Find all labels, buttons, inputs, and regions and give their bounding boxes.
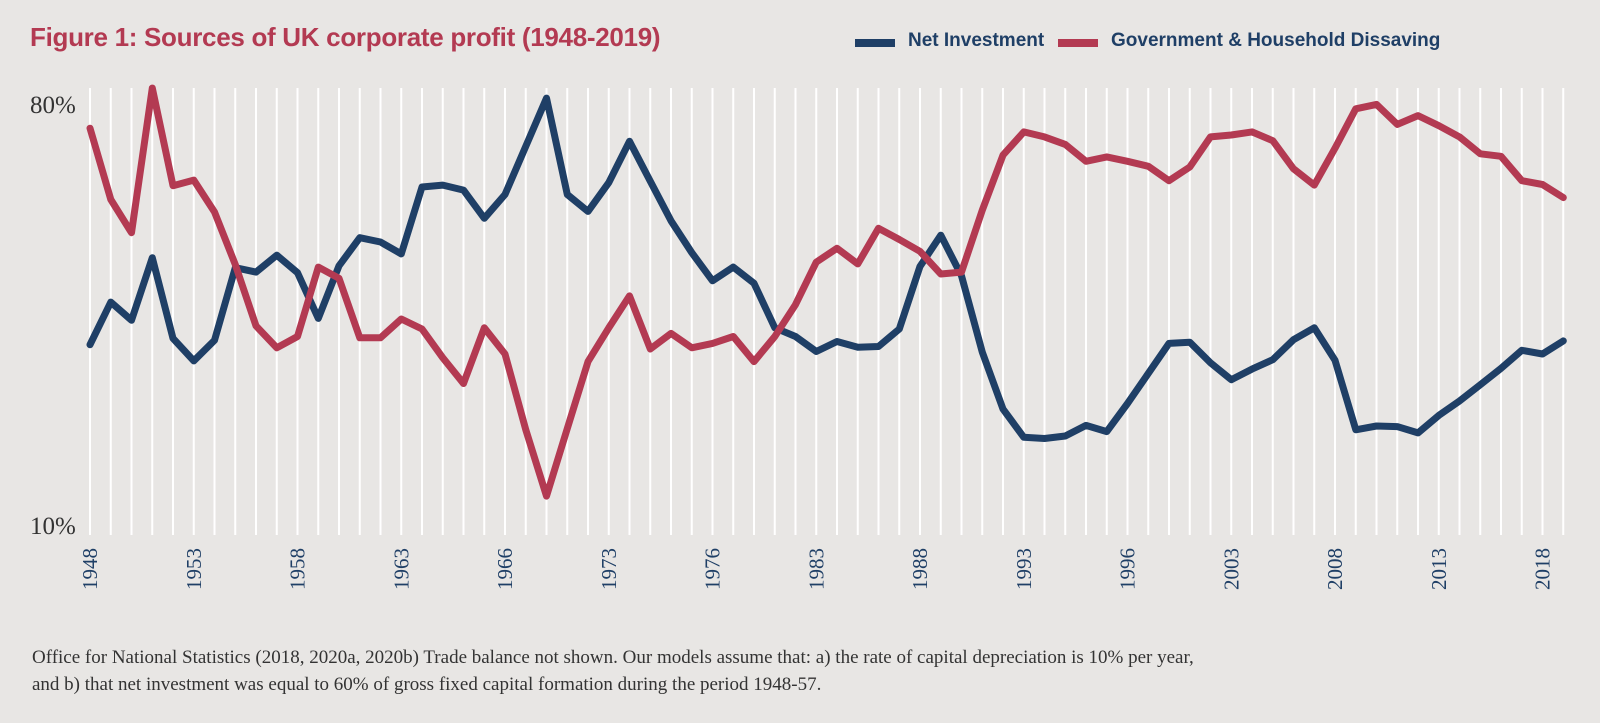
x-tick-label-1983: 1983 <box>804 548 828 590</box>
x-tick-label-2003: 2003 <box>1219 548 1243 590</box>
x-tick-label-1988: 1988 <box>908 548 932 590</box>
x-tick-label-1966: 1966 <box>493 548 517 590</box>
footnote: Office for National Statistics (2018, 20… <box>32 644 1372 698</box>
x-tick-label-2018: 2018 <box>1531 548 1555 590</box>
y-tick-label-80: 80% <box>30 92 76 119</box>
x-tick-label-2008: 2008 <box>1323 548 1347 590</box>
x-tick-label-1973: 1973 <box>597 548 621 590</box>
legend-label-dissaving: Government & Household Dissaving <box>1111 30 1441 51</box>
legend-swatch-net-investment <box>855 39 895 47</box>
x-tick-label-1963: 1963 <box>389 548 413 590</box>
x-tick-label-1958: 1958 <box>286 548 310 590</box>
footnote-line-1: Office for National Statistics (2018, 20… <box>32 647 1194 668</box>
x-tick-label-1953: 1953 <box>182 548 206 590</box>
x-tick-label-1976: 1976 <box>701 548 725 590</box>
dissaving-line <box>86 84 1567 500</box>
x-tick-label-1993: 1993 <box>1012 548 1036 590</box>
legend-label-net-investment: Net Investment <box>908 30 1045 51</box>
footnote-line-2: and b) that net investment was equal to … <box>32 674 822 695</box>
legend-swatch-dissaving <box>1058 39 1098 47</box>
y-tick-label-10: 10% <box>30 513 76 540</box>
net-investment-line <box>86 94 1567 442</box>
x-tick-label-2013: 2013 <box>1427 548 1451 590</box>
x-tick-label-1996: 1996 <box>1116 548 1140 590</box>
chart-title: Figure 1: Sources of UK corporate profit… <box>30 22 661 52</box>
x-tick-label-1948: 1948 <box>78 548 102 590</box>
line-chart: 80% 10%1948 1953 1958 1963 1966 1973 1976 1983 19… <box>30 84 1567 590</box>
